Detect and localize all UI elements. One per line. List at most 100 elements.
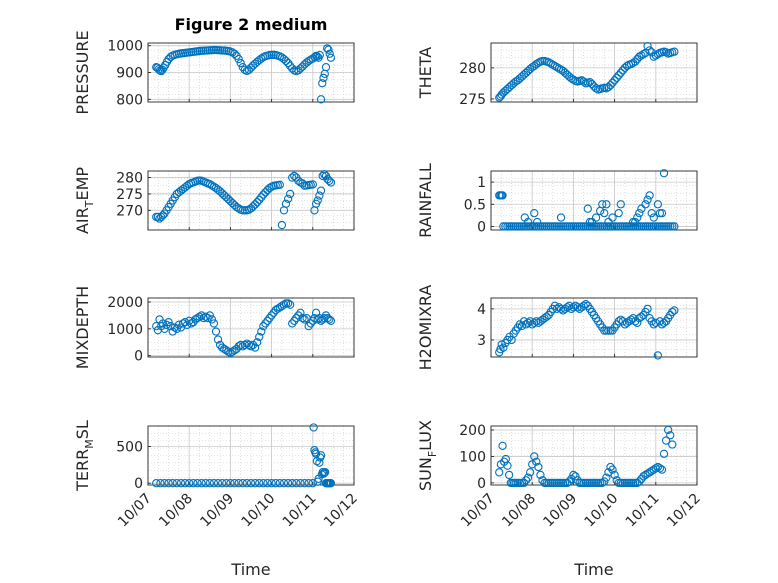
data-point	[498, 441, 507, 450]
data-point	[521, 476, 531, 485]
data-point	[279, 479, 289, 488]
data-point	[209, 182, 219, 191]
data-point	[255, 332, 264, 342]
x-tick-label: 10/12	[321, 491, 361, 531]
data-point	[207, 315, 217, 324]
data-point	[238, 342, 247, 351]
data-point	[296, 479, 305, 488]
data-point	[316, 95, 326, 104]
data-point	[647, 466, 656, 476]
x-axis-label-right: Time	[573, 560, 613, 579]
data-point	[548, 60, 557, 69]
data-point	[168, 327, 177, 336]
data-point	[253, 338, 262, 347]
data-point	[275, 180, 284, 189]
data-point	[250, 200, 260, 209]
data-point	[659, 318, 669, 327]
data-point	[637, 204, 646, 213]
data-point	[641, 200, 650, 209]
data-point	[197, 479, 206, 488]
data-point	[222, 346, 231, 355]
y-tick-label: 200	[459, 423, 486, 439]
data-point	[525, 468, 535, 477]
data-point	[495, 468, 504, 477]
data-point	[612, 73, 621, 82]
data-point	[523, 318, 533, 327]
y-axis-label: PRESSURE	[73, 30, 92, 114]
y-axis-label: AIRTEMP	[73, 167, 96, 234]
data-point	[246, 479, 256, 488]
data-point	[298, 179, 307, 188]
data-point	[659, 449, 669, 458]
x-tick-label: 10/10	[239, 491, 279, 531]
data-point	[195, 312, 204, 321]
data-point	[532, 217, 542, 227]
data-point	[193, 479, 202, 488]
data-point	[158, 319, 167, 328]
series-rainfall	[495, 169, 679, 231]
data-point	[325, 176, 334, 185]
data-point	[313, 196, 322, 205]
data-point	[182, 181, 192, 190]
data-point	[608, 78, 617, 87]
data-point	[503, 461, 512, 470]
data-point	[668, 307, 677, 317]
data-point	[604, 82, 613, 92]
data-point	[226, 348, 235, 358]
data-point	[534, 58, 543, 68]
data-point	[550, 61, 560, 71]
data-point	[315, 191, 324, 200]
data-point	[205, 311, 214, 320]
y-tick-label: 900	[116, 66, 143, 82]
y-tick-label: 800	[116, 92, 143, 108]
data-point	[534, 462, 543, 472]
data-point	[600, 208, 609, 218]
data-point	[211, 327, 221, 336]
data-point	[259, 190, 268, 199]
series-h2omixra	[495, 300, 679, 360]
data-point	[569, 470, 578, 480]
data-point	[308, 180, 317, 189]
data-point	[232, 202, 241, 212]
data-point	[283, 194, 293, 204]
data-point	[172, 479, 181, 488]
data-point	[315, 50, 324, 60]
data-point	[643, 41, 652, 51]
y-tick-label: 1000	[107, 322, 143, 338]
data-point	[288, 479, 297, 488]
data-point	[285, 300, 295, 309]
data-point	[556, 213, 566, 222]
data-point	[657, 465, 667, 474]
data-point	[668, 440, 677, 449]
data-point	[285, 61, 295, 70]
data-point	[606, 462, 615, 472]
data-point	[649, 465, 658, 474]
data-point	[316, 186, 326, 195]
data-point	[653, 351, 663, 360]
x-tick-label: 10/09	[197, 491, 237, 531]
data-point	[304, 322, 313, 331]
data-point	[290, 316, 299, 325]
data-point	[530, 318, 539, 327]
y-tick-label: 280	[459, 61, 486, 77]
data-point	[536, 470, 545, 480]
y-axis-label: RAINFALL	[416, 163, 435, 238]
panel-terr_msl: 0 500 10/07 10/08 10/09 10/10 10/11 10/12 TERRMS…	[73, 420, 361, 530]
data-point	[285, 189, 295, 199]
data-point	[616, 68, 625, 77]
data-point	[602, 473, 611, 482]
data-point	[635, 477, 644, 486]
y-axis-label: SUNFLUX	[416, 420, 439, 491]
data-point	[606, 81, 615, 90]
y-tick-label: 2000	[107, 295, 143, 311]
data-point	[288, 319, 297, 328]
data-point	[170, 323, 179, 332]
data-point	[209, 319, 219, 328]
axes-box	[490, 297, 698, 358]
data-point	[154, 65, 163, 74]
data-point	[610, 76, 619, 85]
data-point	[633, 318, 642, 327]
data-point	[238, 479, 247, 488]
data-point	[255, 56, 264, 65]
data-point	[259, 322, 268, 331]
